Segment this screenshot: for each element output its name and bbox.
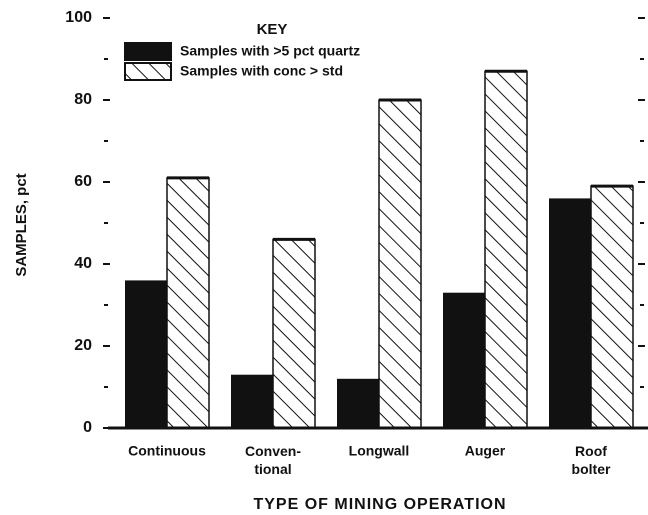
bar bbox=[549, 198, 591, 428]
x-tick-label: Auger bbox=[465, 443, 506, 459]
x-tick-label: Conven-tional bbox=[245, 443, 301, 477]
legend-label: Samples with >5 pct quartz bbox=[180, 43, 360, 59]
bar bbox=[166, 177, 210, 429]
y-tick-label: 100 bbox=[65, 9, 92, 26]
legend-title: KEY bbox=[257, 21, 288, 38]
bar bbox=[231, 374, 273, 428]
x-tick-label: Longwall bbox=[349, 443, 410, 459]
bar bbox=[125, 280, 167, 428]
x-tick-label: Roof bolter bbox=[572, 443, 611, 477]
bar bbox=[590, 185, 634, 429]
legend-swatch bbox=[124, 62, 172, 81]
bar bbox=[337, 378, 379, 428]
y-tick-label: 20 bbox=[74, 337, 92, 354]
y-tick-label: 40 bbox=[74, 255, 92, 272]
bar bbox=[378, 99, 422, 429]
bar bbox=[443, 292, 485, 428]
legend-label: Samples with conc > std bbox=[180, 63, 343, 79]
y-tick-label: 0 bbox=[83, 419, 92, 436]
y-tick-label: 60 bbox=[74, 173, 92, 190]
bar bbox=[484, 70, 528, 429]
y-tick-label: 80 bbox=[74, 91, 92, 108]
x-axis-label: TYPE OF MINING OPERATION bbox=[253, 496, 506, 513]
x-tick-label: Continuous bbox=[128, 443, 206, 459]
legend-swatch bbox=[124, 42, 172, 61]
bar bbox=[272, 238, 316, 429]
y-axis-label: SAMPLES, pct bbox=[13, 173, 30, 276]
